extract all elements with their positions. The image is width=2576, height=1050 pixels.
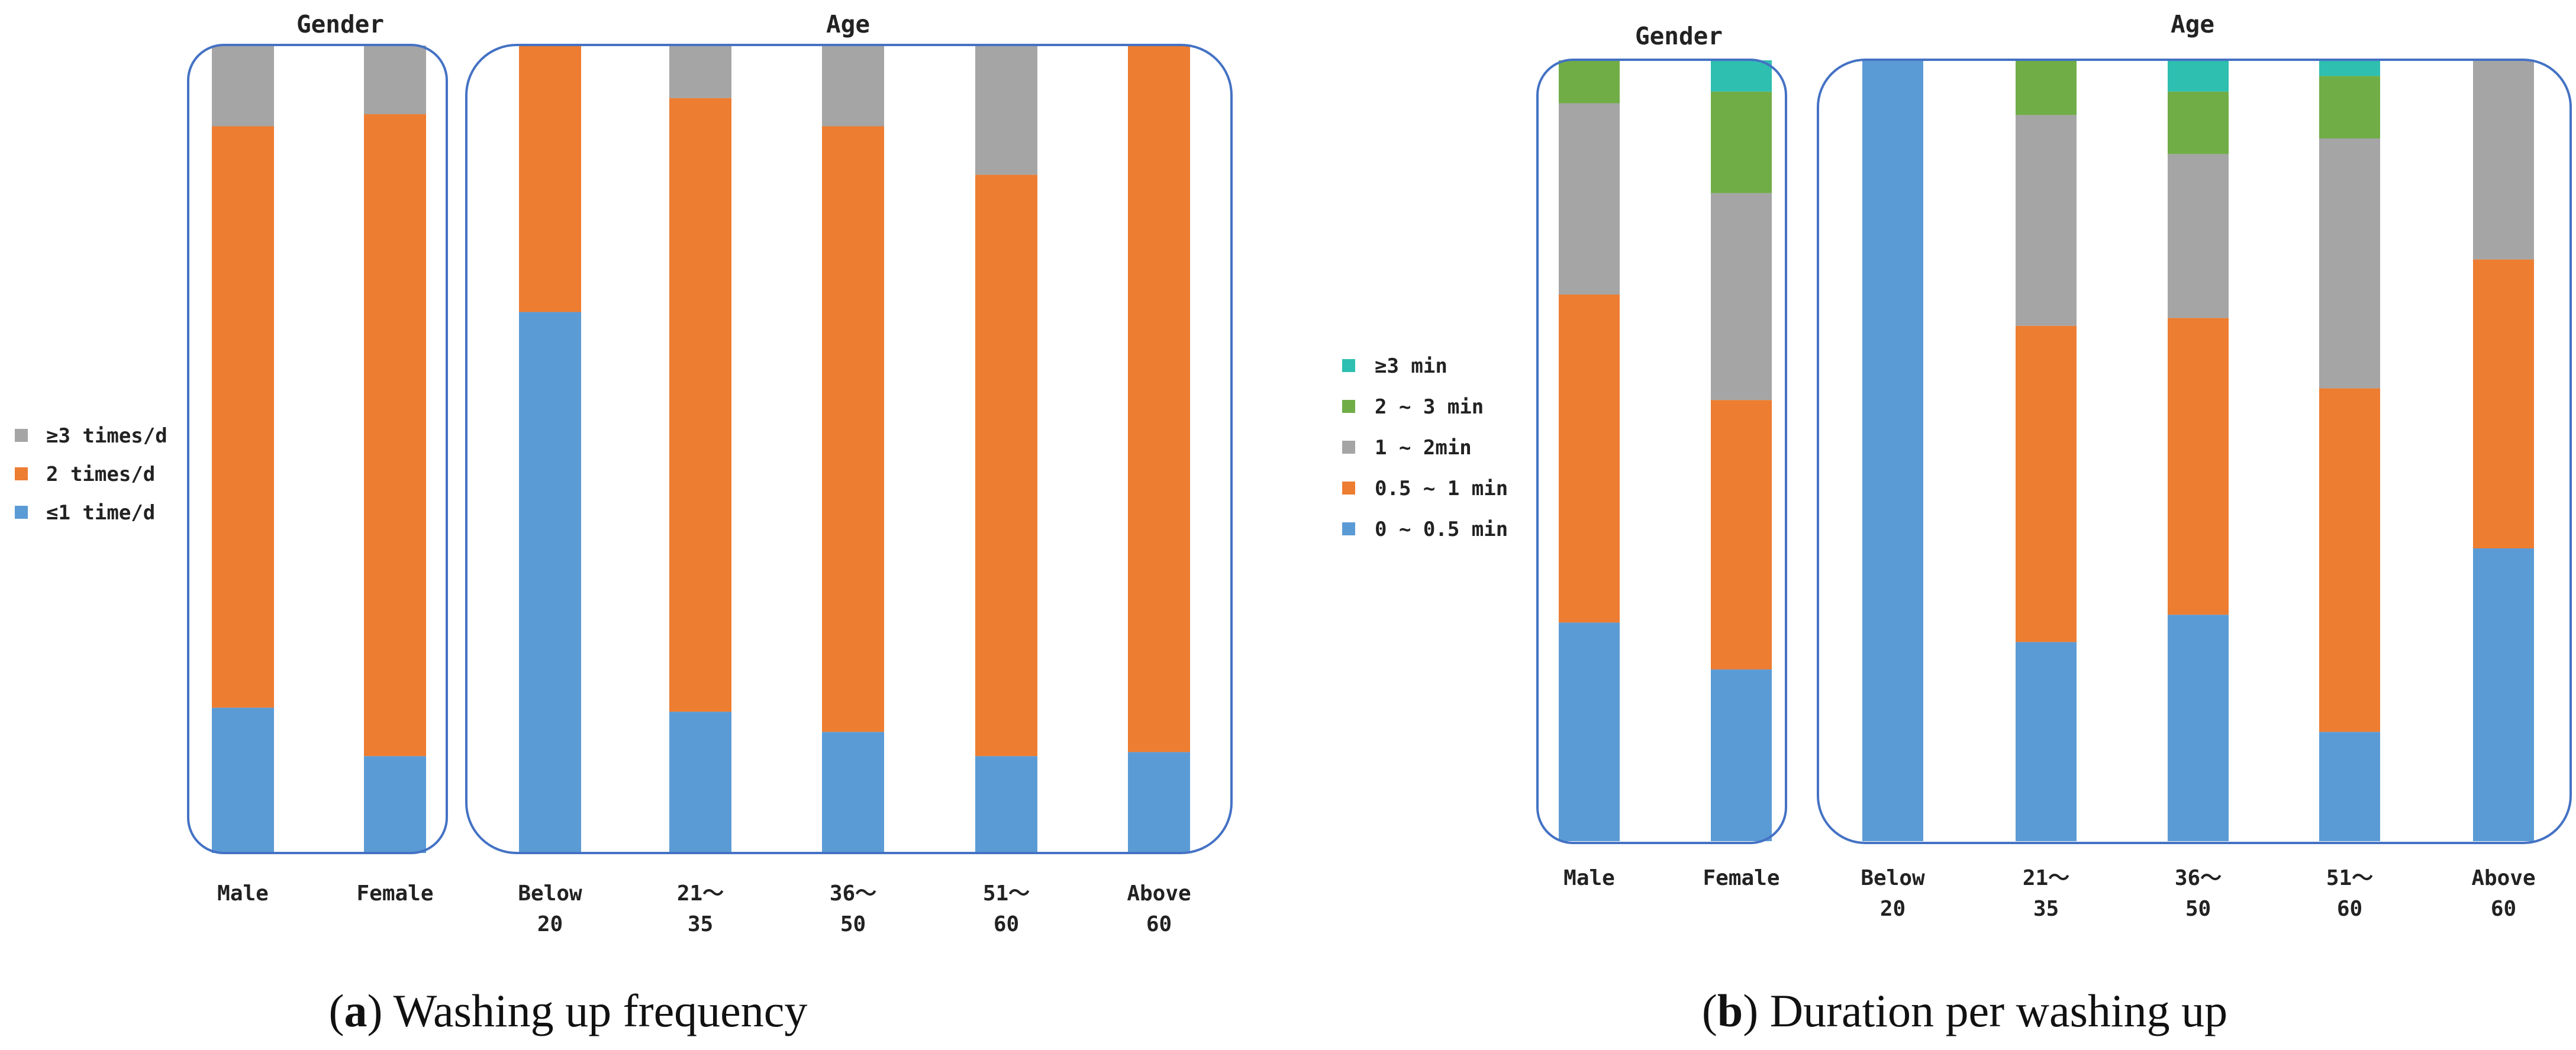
bar-51-60-0-0-5-min — [2319, 732, 2380, 841]
x-tick-label: Male — [217, 881, 269, 906]
legend-label: ≤1 time/d — [46, 501, 155, 525]
legend-label: 2 times/d — [46, 463, 155, 486]
group-frame-gender — [187, 44, 448, 854]
x-tick-label: 35 — [2033, 897, 2059, 921]
legend-swatch — [1342, 441, 1355, 454]
bar-21-35-0-0-5-min — [2016, 642, 2077, 841]
bar-36-50-1-2min — [2168, 154, 2229, 318]
legend-swatch — [1342, 482, 1355, 495]
group-frame-age — [1817, 59, 2572, 844]
bar-female-3-times-d — [364, 46, 426, 115]
x-tick-label: 35 — [688, 912, 713, 936]
bar-female-2-3-min — [1711, 91, 1772, 193]
x-tick-label: 20 — [1880, 897, 1906, 921]
x-tick-label: 60 — [2337, 897, 2362, 921]
bar-female-0-0-5-min — [1711, 669, 1772, 841]
bar-male-1-time-d — [212, 707, 274, 853]
x-tick-label: Female — [1703, 866, 1779, 890]
bar-21-35-1-time-d — [669, 712, 731, 853]
group-title-gender: Gender — [1635, 22, 1723, 50]
bar-36-50-2-3-min — [2168, 91, 2229, 154]
bar-36-50-0-0-5-min — [2168, 615, 2229, 841]
bar-51-60-3-min — [2319, 60, 2380, 76]
bar-21-35-2-3-min — [2016, 60, 2077, 115]
x-tick-label: 20 — [537, 912, 563, 936]
bar-female-2-times-d — [364, 114, 426, 757]
legend-label: ≥3 min — [1375, 354, 1447, 378]
legend-swatch — [1342, 359, 1355, 372]
bar-51-60-3-times-d — [975, 46, 1037, 175]
bar-male-1-2min — [1559, 103, 1620, 295]
x-tick-label: 21～ — [2023, 866, 2069, 890]
legend-swatch — [15, 467, 28, 480]
bar-male-3-times-d — [212, 46, 274, 127]
x-tick-label: 60 — [2491, 897, 2516, 921]
x-tick-label: Above — [1127, 881, 1191, 906]
bar-21-35-1-2min — [2016, 115, 2077, 326]
legend-swatch — [15, 429, 28, 442]
bar-female-1-2min — [1711, 193, 1772, 400]
x-tick-label: 21～ — [677, 881, 724, 906]
bar-above-60-1-time-d — [1128, 752, 1190, 853]
bar-below-20-1-time-d — [519, 312, 581, 853]
legend-label: 1 ~ 2min — [1375, 436, 1472, 460]
bar-36-50-3-times-d — [822, 46, 884, 127]
x-tick-label: Above — [2471, 866, 2535, 890]
group-title-gender: Gender — [296, 10, 384, 38]
bar-female-3-min — [1711, 60, 1772, 92]
legend-label: 2 ~ 3 min — [1375, 395, 1484, 419]
bar-male-0-0-5-min — [1559, 622, 1620, 841]
bar-female-0-5-1-min — [1711, 400, 1772, 670]
bar-above-60-0-0-5-min — [2473, 548, 2534, 841]
legend-label: 0.5 ~ 1 min — [1375, 477, 1508, 500]
bar-51-60-2-3-min — [2319, 76, 2380, 138]
group-title-age: Age — [826, 10, 870, 38]
bar-male-2-3-min — [1559, 60, 1620, 104]
x-tick-label: 36～ — [2175, 866, 2222, 890]
x-tick-label: 60 — [994, 912, 1019, 936]
bar-36-50-3-min — [2168, 60, 2229, 92]
x-tick-label: 50 — [840, 912, 866, 936]
bar-above-60-0-5-1-min — [2473, 259, 2534, 548]
bar-above-60-1-2min — [2473, 60, 2534, 260]
bar-51-60-2-times-d — [975, 175, 1037, 757]
figure-caption: (b) Duration per washing up — [1702, 985, 2227, 1036]
group-frame-gender — [1536, 59, 1787, 844]
legend-label: 0 ~ 0.5 min — [1375, 518, 1508, 541]
legend-swatch — [1342, 522, 1355, 535]
bar-below-20-2-times-d — [519, 46, 581, 312]
x-tick-label: 36～ — [830, 881, 876, 906]
group-frame-age — [465, 44, 1233, 854]
x-tick-label: Female — [356, 881, 433, 906]
bar-51-60-1-time-d — [975, 756, 1037, 853]
legend-swatch — [15, 506, 28, 519]
bar-below-20-0-0-5-min — [1862, 60, 1923, 841]
bar-female-1-time-d — [364, 756, 426, 853]
bar-21-35-3-times-d — [669, 46, 731, 98]
bar-36-50-0-5-1-min — [2168, 318, 2229, 615]
x-tick-label: 50 — [2185, 897, 2211, 921]
bar-above-60-2-times-d — [1128, 46, 1190, 752]
chart-washing-up-frequency: Male Female Below 20 21～ 35 36～ 50 51～ 60 Above 60 G… — [15, 10, 1233, 1036]
x-tick-label: 60 — [1146, 912, 1172, 936]
legend-label: ≥3 times/d — [46, 424, 167, 448]
bar-21-35-2-times-d — [669, 98, 731, 712]
x-tick-label: Male — [1563, 866, 1615, 890]
bar-male-0-5-1-min — [1559, 295, 1620, 623]
bar-51-60-0-5-1-min — [2319, 388, 2380, 732]
x-tick-label: Below — [1861, 866, 1925, 890]
bar-male-2-times-d — [212, 126, 274, 708]
legend-swatch — [1342, 400, 1355, 413]
figure-caption: (a) Washing up frequency — [329, 985, 808, 1036]
bar-36-50-2-times-d — [822, 126, 884, 732]
x-tick-label: Below — [518, 881, 582, 906]
group-title-age: Age — [2171, 10, 2214, 38]
bar-36-50-1-time-d — [822, 732, 884, 853]
x-tick-label: 51～ — [2326, 866, 2373, 890]
chart-duration-per-washing-up: Male Female Below 20 21～ 35 36～ 50 51～ 60 Above 60 G… — [1342, 10, 2572, 1036]
bar-21-35-0-5-1-min — [2016, 325, 2077, 642]
x-tick-label: 51～ — [983, 881, 1030, 906]
bar-51-60-1-2min — [2319, 138, 2380, 389]
